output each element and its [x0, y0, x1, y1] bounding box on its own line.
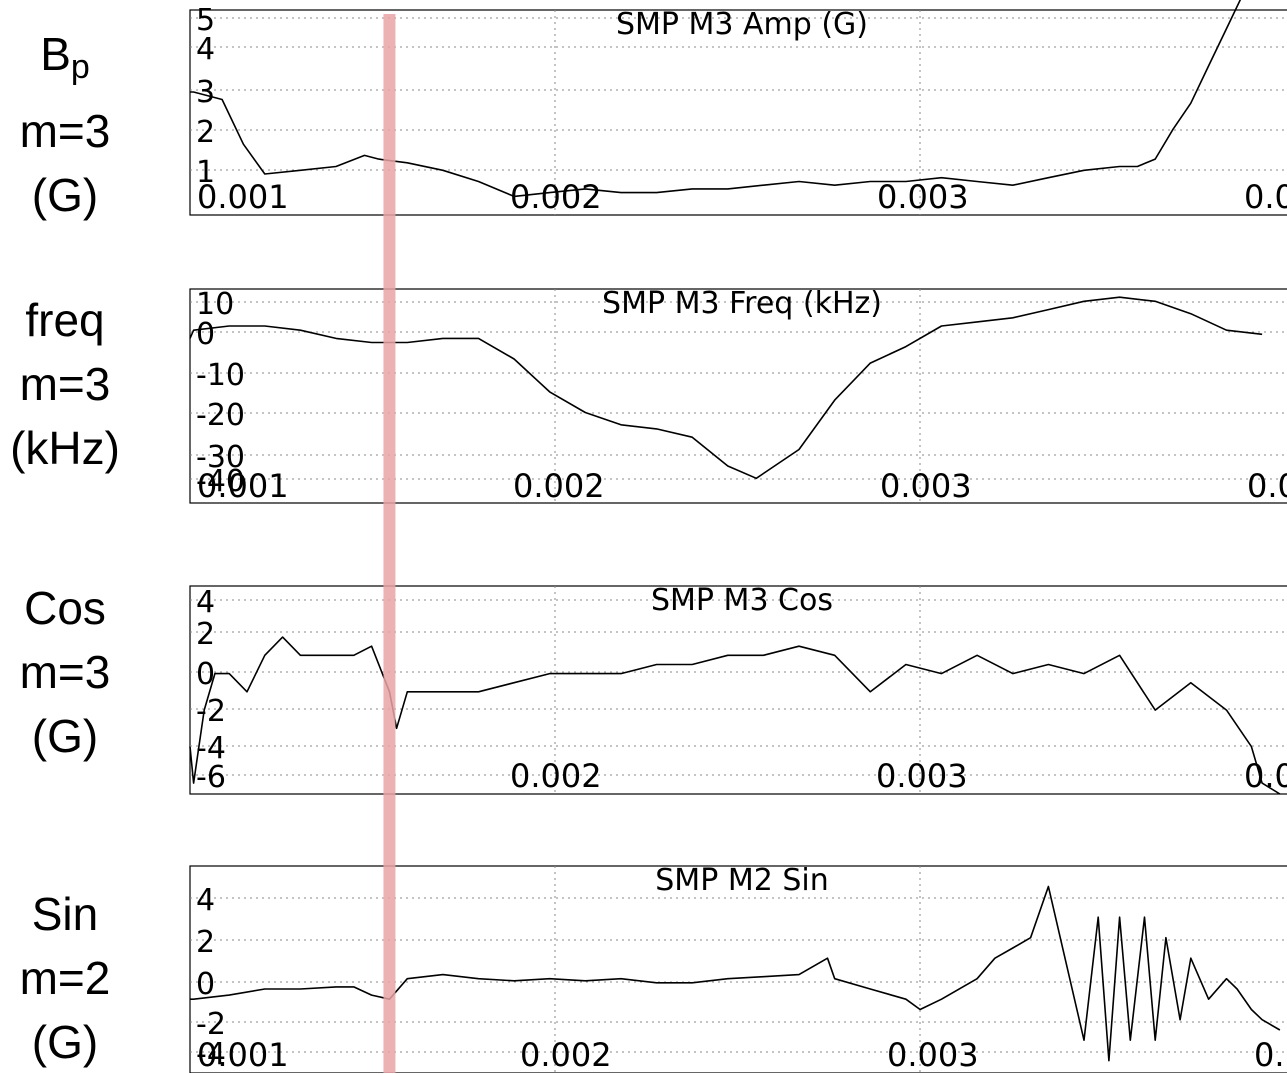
series-line: [189, 636, 1281, 795]
x-tick-label: 0.001: [197, 467, 289, 505]
row-label-unit: (G): [31, 169, 99, 221]
y-tick-label: 1: [196, 155, 215, 190]
y-tick-label: -20: [196, 398, 245, 433]
series-line: [190, 0, 1242, 198]
x-tick-label: 0.003: [880, 467, 972, 505]
row-label-symbol: Sin: [31, 888, 99, 940]
panel-3: 42 0-2-4-6 0.002 0.003 0.0 SMP M3 Cos: [189, 583, 1287, 795]
x-tick-label: 0.002: [510, 178, 602, 216]
x-tick-label: 0.002: [520, 1036, 612, 1073]
row-label-cos: Cos m=3 (G): [0, 576, 130, 768]
y-tick-label: 0: [196, 967, 215, 1002]
row-label-symbol: Cos: [24, 582, 106, 634]
panel-title: SMP M3 Cos: [651, 583, 833, 618]
x-tick-label: 0.002: [510, 757, 602, 795]
y-tick-label: 10: [196, 287, 234, 322]
series-line: [189, 296, 1263, 480]
y-tick-label: 5: [196, 3, 215, 38]
panel-1: 1 2 3 45 0.001 0.002 0.003 0.0 SMP M3 Amp (G): [189, 0, 1287, 216]
y-tick-label: 0: [196, 657, 215, 692]
row-label-unit: (kHz): [10, 422, 120, 474]
y-tick-label: 4: [196, 32, 215, 67]
panel-frame: [189, 9, 1287, 216]
y-tick-label: -6: [196, 760, 226, 795]
x-tick-label: 0.0: [1244, 178, 1287, 216]
y-tick-label: -10: [196, 358, 245, 393]
time-marker: [383, 14, 396, 1073]
y-tick-label: -4: [196, 1037, 226, 1072]
panel-frame: [189, 865, 1287, 1073]
panel-title: SMP M3 Freq (kHz): [602, 286, 882, 321]
x-tick-label: 0.: [1254, 1036, 1285, 1073]
y-tick-label: -40: [196, 464, 245, 499]
panel-4: 4 2 0 -2-40.001 0.002 0.003 0. SMP M2 Sin: [189, 863, 1287, 1073]
y-tick-label: -30: [196, 440, 245, 475]
y-tick-label: 2: [196, 617, 215, 652]
x-tick-label: 0.003: [877, 178, 969, 216]
row-label-symbol: B: [40, 28, 71, 80]
panel-frame: [189, 288, 1287, 504]
x-tick-label: 0.0: [1244, 757, 1287, 795]
row-label-freq: freq m=3 (kHz): [0, 288, 130, 480]
panel-frame: [189, 585, 1287, 795]
x-tick-label: 0.001: [197, 1036, 289, 1073]
row-label-symbol: freq: [25, 294, 105, 346]
y-tick-label: -2: [196, 694, 226, 729]
y-tick-label: 3: [196, 75, 215, 110]
row-label-mode: m=3: [19, 646, 111, 698]
row-label-mode: m=3: [19, 358, 111, 410]
y-tick-label: -4: [196, 731, 226, 766]
series-line: [190, 885, 1281, 1062]
row-label-subscript: p: [70, 48, 90, 86]
row-label-sin: Sin m=2 (G): [0, 882, 130, 1074]
y-tick-label: 0: [196, 317, 215, 352]
x-tick-label: 0.003: [876, 757, 968, 795]
row-label-bp: Bp m=3 (G): [0, 22, 130, 227]
panel-title: SMP M3 Amp (G): [616, 7, 868, 42]
row-label-mode: m=2: [19, 952, 111, 1004]
y-tick-label: 4: [196, 585, 215, 620]
panel-2: 100 -10 -20 -30-400.001 0.002 0.003 0.0 SMP M3 …: [189, 286, 1287, 505]
y-tick-label: -2: [196, 1007, 226, 1042]
x-tick-label: 0.002: [513, 467, 605, 505]
x-tick-label: 0.0: [1247, 467, 1287, 505]
y-tick-label: 4: [196, 883, 215, 918]
y-tick-label: 2: [196, 925, 215, 960]
y-tick-label: 2: [196, 115, 215, 150]
row-label-unit: (G): [31, 1016, 99, 1068]
panel-title: SMP M2 Sin: [655, 863, 828, 898]
x-tick-label: 0.003: [887, 1036, 979, 1073]
x-tick-label: 0.001: [197, 178, 289, 216]
row-label-unit: (G): [31, 710, 99, 762]
row-label-mode: m=3: [19, 105, 111, 157]
